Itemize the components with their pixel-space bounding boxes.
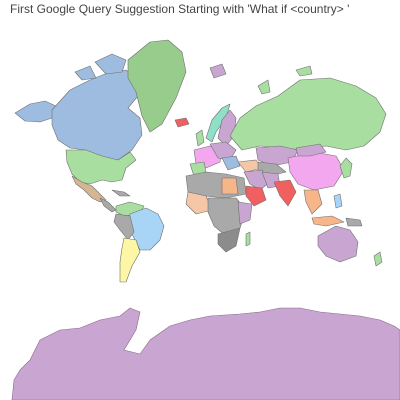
iceland[interactable] (174, 117, 190, 128)
mongolia[interactable] (295, 143, 327, 157)
southeast-asia[interactable] (303, 189, 323, 215)
map-title: First Google Query Suggestion Starting w… (10, 2, 350, 16)
antarctica[interactable] (11, 307, 400, 400)
central-europe[interactable] (209, 141, 237, 161)
russia-islands[interactable] (257, 65, 313, 95)
korea-japan[interactable] (339, 157, 353, 179)
russia[interactable] (229, 77, 387, 151)
norway[interactable] (205, 103, 231, 143)
canada[interactable] (51, 69, 143, 161)
philippines[interactable] (333, 193, 343, 209)
alaska[interactable] (14, 100, 57, 123)
southern-africa[interactable] (217, 227, 241, 253)
world-map (11, 39, 400, 400)
usa[interactable] (65, 149, 137, 185)
argentina[interactable] (119, 237, 141, 283)
indonesia[interactable] (311, 215, 345, 227)
canadian-islands[interactable] (74, 53, 127, 81)
greenland[interactable] (127, 39, 187, 133)
caribbean[interactable] (111, 189, 131, 197)
australia[interactable] (317, 225, 359, 263)
papua[interactable] (345, 217, 363, 227)
libya[interactable] (221, 177, 239, 195)
uk[interactable] (195, 129, 205, 147)
new-zealand[interactable] (373, 251, 383, 267)
svalbard[interactable] (209, 63, 227, 79)
madagascar[interactable] (245, 231, 251, 247)
china[interactable] (287, 151, 345, 191)
balkans[interactable] (221, 155, 241, 171)
india[interactable] (273, 179, 297, 207)
arabia[interactable] (245, 185, 267, 207)
west-africa[interactable] (185, 191, 213, 215)
east-africa[interactable] (237, 201, 253, 225)
central-america[interactable] (99, 197, 117, 213)
